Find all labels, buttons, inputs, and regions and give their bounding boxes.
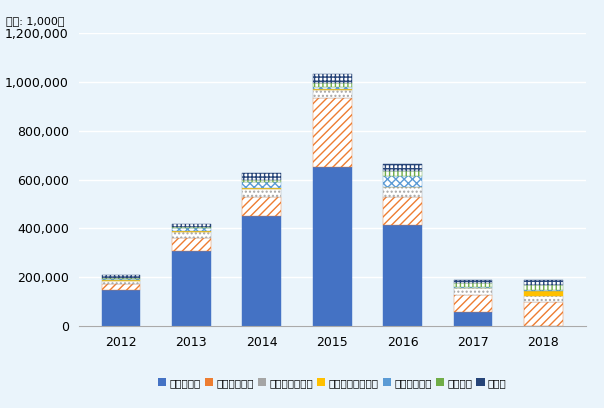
Bar xyxy=(172,251,211,326)
Bar xyxy=(524,295,563,302)
Bar xyxy=(101,275,140,278)
Bar xyxy=(101,279,140,280)
Bar xyxy=(454,295,492,312)
Bar xyxy=(524,279,563,285)
Bar xyxy=(172,232,211,238)
Bar xyxy=(454,279,492,283)
Bar xyxy=(242,197,281,216)
Bar xyxy=(313,89,352,90)
Bar xyxy=(242,180,281,182)
Bar xyxy=(172,238,211,251)
Bar xyxy=(242,173,281,180)
Bar xyxy=(313,83,352,87)
Bar xyxy=(172,227,211,228)
Bar xyxy=(454,287,492,288)
Bar xyxy=(384,164,422,171)
Bar xyxy=(172,228,211,231)
Bar xyxy=(313,90,352,98)
Bar xyxy=(242,188,281,189)
Bar xyxy=(454,312,492,326)
Bar xyxy=(313,74,352,83)
Bar xyxy=(101,290,140,326)
Bar xyxy=(101,284,140,290)
Bar xyxy=(313,98,352,167)
Bar xyxy=(313,167,352,326)
Bar xyxy=(454,283,492,287)
Bar xyxy=(101,281,140,284)
Bar xyxy=(524,290,563,291)
Bar xyxy=(172,224,211,227)
Bar xyxy=(242,182,281,188)
Bar xyxy=(384,171,422,175)
Bar xyxy=(454,288,492,295)
Bar xyxy=(384,187,422,197)
Bar xyxy=(524,285,563,290)
Text: 単位: 1,000円: 単位: 1,000円 xyxy=(6,16,65,27)
Bar xyxy=(313,87,352,89)
Bar xyxy=(384,175,422,187)
Bar xyxy=(524,291,563,295)
Bar xyxy=(524,302,563,326)
Bar xyxy=(101,280,140,281)
Bar xyxy=(384,197,422,225)
Bar xyxy=(172,231,211,232)
Legend: メントール, 配合調製飼料, 播種用の種など, 植物の液汁エキス, ペプトンなど, 植木など, その他: メントール, 配合調製飼料, 播種用の種など, 植物の液汁エキス, ペプトンなど… xyxy=(156,376,509,390)
Bar xyxy=(384,225,422,326)
Bar xyxy=(242,189,281,197)
Bar xyxy=(242,216,281,326)
Bar xyxy=(101,278,140,279)
